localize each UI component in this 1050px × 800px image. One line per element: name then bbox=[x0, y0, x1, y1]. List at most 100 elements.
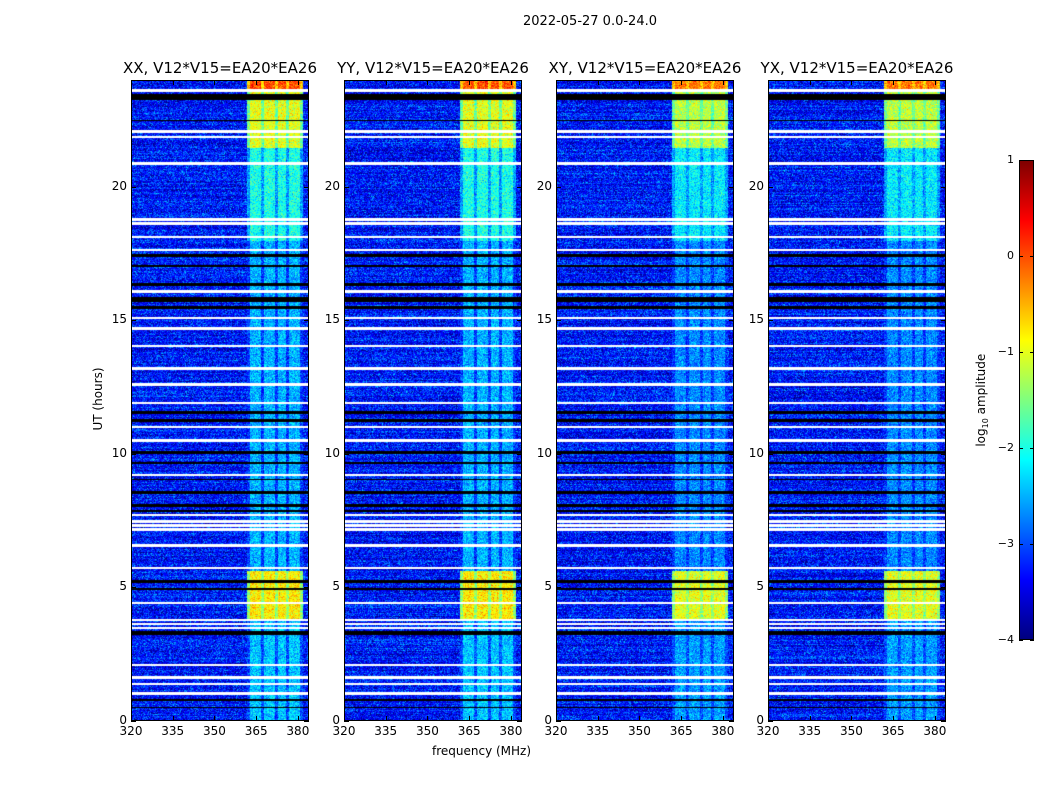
x-tick-label: 320 bbox=[544, 724, 568, 738]
x-tick-mark bbox=[469, 80, 471, 85]
x-tick-label: 380 bbox=[286, 724, 310, 738]
x-tick-mark bbox=[722, 80, 724, 85]
x-axis-label: frequency (MHz) bbox=[432, 744, 532, 758]
x-tick-mark bbox=[131, 716, 132, 721]
y-tick-mark bbox=[556, 186, 561, 188]
y-tick-label: 5 bbox=[756, 579, 764, 594]
x-tick-label: 365 bbox=[244, 724, 268, 738]
y-tick-mark bbox=[556, 453, 561, 455]
x-tick-mark bbox=[256, 80, 258, 85]
x-tick-mark bbox=[681, 716, 683, 721]
y-tick-mark bbox=[556, 320, 561, 322]
x-tick-label: 350 bbox=[415, 724, 439, 738]
spectrogram-heatmap bbox=[769, 81, 945, 720]
y-tick-label: 0 bbox=[332, 713, 340, 727]
y-tick-mark bbox=[768, 186, 773, 188]
y-tick-mark bbox=[941, 587, 946, 589]
x-tick-mark bbox=[556, 716, 557, 721]
colorbar-tick-label: 1 bbox=[1007, 153, 1014, 166]
colorbar-tick-label: −2 bbox=[997, 441, 1014, 454]
x-tick-mark bbox=[214, 716, 216, 721]
x-tick-label: 335 bbox=[798, 724, 822, 738]
y-tick-mark bbox=[941, 721, 946, 722]
x-tick-mark bbox=[768, 80, 769, 85]
y-tick-mark bbox=[729, 186, 734, 188]
x-tick-mark bbox=[851, 80, 853, 85]
x-tick-mark bbox=[297, 80, 299, 85]
y-tick-label: 15 bbox=[748, 312, 764, 327]
y-tick-label: 15 bbox=[324, 312, 340, 327]
y-tick-mark bbox=[556, 721, 561, 722]
spectrogram-heatmap bbox=[132, 81, 308, 720]
x-tick-mark bbox=[809, 80, 811, 85]
panel-title: XY, V12*V15=EA20*EA26 bbox=[548, 59, 742, 77]
spectrogram-panel bbox=[344, 80, 522, 721]
y-tick-label: 20 bbox=[111, 178, 127, 193]
x-tick-mark bbox=[510, 716, 512, 721]
x-tick-label: 365 bbox=[457, 724, 481, 738]
x-tick-label: 380 bbox=[923, 724, 947, 738]
y-tick-mark bbox=[729, 320, 734, 322]
x-tick-mark bbox=[172, 716, 174, 721]
colorbar-tick-mark bbox=[1030, 544, 1034, 545]
y-tick-mark bbox=[768, 721, 773, 722]
figure-suptitle: 2022-05-27 0.0-24.0 bbox=[523, 14, 657, 29]
y-tick-mark bbox=[131, 587, 136, 589]
x-tick-mark bbox=[297, 716, 299, 721]
colorbar-tick-mark bbox=[1019, 160, 1023, 161]
x-tick-label: 320 bbox=[332, 724, 356, 738]
x-tick-mark bbox=[556, 80, 557, 85]
spectrogram-panel bbox=[131, 80, 309, 721]
y-tick-mark bbox=[131, 320, 136, 322]
x-tick-mark bbox=[469, 716, 471, 721]
x-tick-mark bbox=[597, 80, 599, 85]
y-tick-label: 0 bbox=[756, 713, 764, 727]
y-tick-mark bbox=[131, 721, 136, 722]
x-tick-mark bbox=[172, 80, 174, 85]
x-tick-label: 350 bbox=[839, 724, 863, 738]
y-tick-mark bbox=[941, 186, 946, 188]
y-tick-mark bbox=[517, 186, 522, 188]
x-tick-label: 380 bbox=[499, 724, 523, 738]
y-tick-label: 10 bbox=[111, 445, 127, 460]
colorbar-tick-label: −3 bbox=[997, 537, 1014, 550]
y-tick-mark bbox=[131, 186, 136, 188]
y-tick-mark bbox=[768, 320, 773, 322]
x-tick-label: 320 bbox=[119, 724, 143, 738]
colorbar-tick-mark bbox=[1030, 448, 1034, 449]
y-tick-mark bbox=[344, 587, 349, 589]
y-tick-mark bbox=[304, 587, 309, 589]
y-tick-label: 20 bbox=[324, 178, 340, 193]
colorbar-tick-mark bbox=[1019, 352, 1023, 353]
x-tick-mark bbox=[681, 80, 683, 85]
x-tick-mark bbox=[639, 716, 641, 721]
y-tick-mark bbox=[941, 320, 946, 322]
x-tick-mark bbox=[768, 716, 769, 721]
y-tick-mark bbox=[304, 320, 309, 322]
x-tick-mark bbox=[597, 716, 599, 721]
y-tick-label: 20 bbox=[536, 178, 552, 193]
spectrogram-heatmap bbox=[345, 81, 521, 720]
x-tick-mark bbox=[934, 716, 936, 721]
colorbar-tick-label: −4 bbox=[997, 633, 1014, 646]
x-tick-mark bbox=[427, 716, 429, 721]
y-tick-mark bbox=[729, 721, 734, 722]
x-tick-label: 365 bbox=[881, 724, 905, 738]
x-tick-mark bbox=[722, 716, 724, 721]
y-tick-label: 0 bbox=[544, 713, 552, 727]
y-tick-mark bbox=[344, 453, 349, 455]
y-tick-label: 15 bbox=[111, 312, 127, 327]
panel-title: YY, V12*V15=EA20*EA26 bbox=[337, 59, 529, 77]
y-tick-mark bbox=[941, 453, 946, 455]
colorbar-tick-mark bbox=[1019, 640, 1023, 641]
x-tick-label: 350 bbox=[202, 724, 226, 738]
y-tick-mark bbox=[517, 721, 522, 722]
y-tick-label: 0 bbox=[119, 713, 127, 727]
y-tick-label: 10 bbox=[748, 445, 764, 460]
x-tick-mark bbox=[934, 80, 936, 85]
panel-title: YX, V12*V15=EA20*EA26 bbox=[760, 59, 954, 77]
x-tick-label: 335 bbox=[374, 724, 398, 738]
y-tick-mark bbox=[517, 320, 522, 322]
y-tick-mark bbox=[517, 453, 522, 455]
y-tick-label: 5 bbox=[544, 579, 552, 594]
